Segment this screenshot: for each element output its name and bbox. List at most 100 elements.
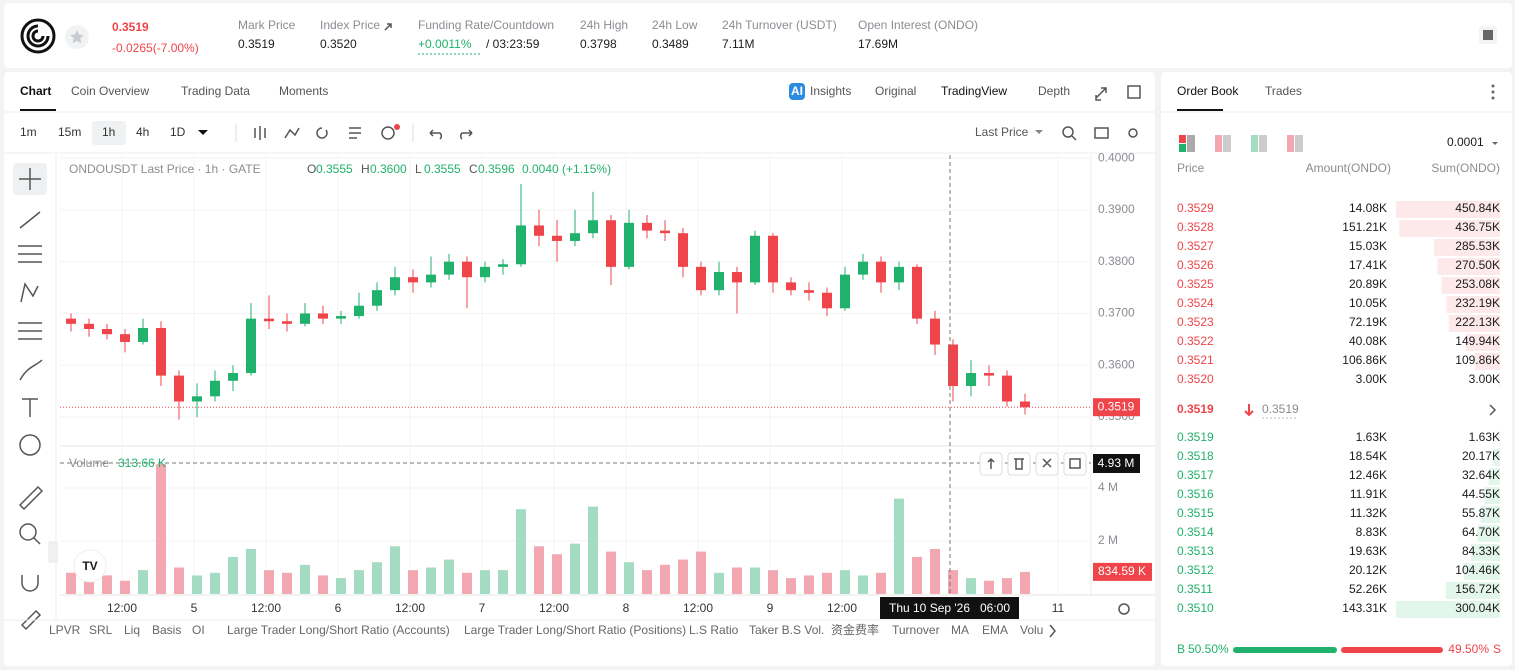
- settings-icon[interactable]: [1118, 603, 1130, 615]
- indicator[interactable]: EMA: [982, 623, 1008, 637]
- star-icon: [70, 30, 84, 44]
- candle-body: [515, 225, 526, 265]
- last-price-tag: [1093, 398, 1140, 417]
- row-amount: 1.63K: [1356, 430, 1387, 444]
- tab[interactable]: Trading Data: [181, 84, 250, 98]
- stat-label: 24h High: [580, 18, 628, 32]
- candle-body: [930, 318, 941, 345]
- chevron[interactable]: [1489, 404, 1497, 416]
- book-tab[interactable]: Order Book: [1177, 84, 1239, 98]
- interval[interactable]: 1h: [102, 125, 115, 139]
- book-mode-icons[interactable]: [1179, 135, 1303, 152]
- interval[interactable]: 15m: [58, 125, 81, 139]
- scroll-right[interactable]: [1049, 624, 1056, 638]
- row-price: 0.3521: [1177, 353, 1214, 367]
- candle-body: [696, 266, 707, 291]
- indicator[interactable]: Liq: [124, 623, 140, 637]
- x-tick-label: 8: [623, 601, 630, 615]
- candle-body: [948, 344, 959, 386]
- x-tick-label: 12:00: [251, 601, 281, 615]
- volume-bar: [353, 570, 364, 594]
- volume-bar: [660, 564, 671, 594]
- ai-badge: AI: [791, 84, 803, 98]
- collapse-handle[interactable]: [48, 541, 58, 563]
- tab[interactable]: Chart: [20, 84, 51, 98]
- indicator[interactable]: SRL: [89, 623, 113, 637]
- volume-bar: [65, 572, 76, 594]
- volume-bar: [119, 580, 130, 594]
- plot: [60, 155, 1090, 594]
- row-amount: 17.41K: [1349, 258, 1387, 272]
- indicator[interactable]: L.S Ratio: [689, 623, 739, 637]
- row-price: 0.3517: [1177, 468, 1214, 482]
- volume-bar: [317, 575, 328, 594]
- stat-value: +0.0011%: [418, 37, 472, 51]
- depth-bar: [1474, 353, 1500, 370]
- row-price: 0.3514: [1177, 525, 1214, 539]
- window-icon[interactable]: [1127, 85, 1141, 99]
- row-sum: 253.08K: [1455, 277, 1500, 291]
- candle-body: [461, 261, 472, 278]
- indicator[interactable]: Volu: [1020, 623, 1043, 637]
- candle-body: [876, 261, 887, 283]
- x-tick-label: 12:00: [683, 601, 713, 615]
- view-tab[interactable]: Original: [875, 84, 916, 98]
- indicator[interactable]: Taker B.S Vol.: [749, 623, 824, 637]
- price-source[interactable]: Last Price: [975, 125, 1029, 139]
- volume-bar: [515, 509, 526, 594]
- more-icon[interactable]: [1491, 84, 1495, 100]
- ohlc-key: H: [361, 162, 370, 176]
- depth-bar: [1437, 258, 1500, 275]
- indicator[interactable]: 资金费率: [831, 622, 879, 637]
- indicator[interactable]: Large Trader Long/Short Ratio (Positions…: [464, 623, 686, 637]
- buy-ratio: 50.50%: [1188, 642, 1229, 656]
- indicator[interactable]: Large Trader Long/Short Ratio (Accounts): [227, 623, 450, 637]
- row-price: 0.3513: [1177, 544, 1214, 558]
- row-price: 0.3528: [1177, 220, 1214, 234]
- candle-body: [588, 220, 599, 234]
- view-tab[interactable]: Insights: [810, 84, 851, 98]
- volume-bar: [425, 567, 436, 594]
- row-amount: 18.54K: [1349, 449, 1387, 463]
- view-tab[interactable]: Depth: [1038, 84, 1070, 98]
- indicator[interactable]: Turnover: [892, 623, 940, 637]
- fullscreen-icon[interactable]: [1095, 87, 1107, 101]
- candle-body: [606, 220, 617, 267]
- volume-bar: [786, 578, 797, 594]
- candle-body: [335, 316, 346, 319]
- candle-body: [191, 396, 202, 402]
- interval[interactable]: 1m: [20, 125, 37, 139]
- row-sum: 436.75K: [1455, 220, 1500, 234]
- crosshair-tools[interactable]: [979, 452, 1087, 476]
- row-sum: 55.87K: [1462, 506, 1500, 520]
- row-amount: 11.32K: [1350, 506, 1387, 520]
- tab[interactable]: Coin Overview: [71, 84, 149, 98]
- order-book: Order Book Trades 0.0001 Price Amount(ONDO) S…: [1177, 84, 1501, 656]
- candle-body: [858, 261, 869, 275]
- row-sum: 450.84K: [1455, 201, 1500, 215]
- row-price: 0.3523: [1177, 315, 1214, 329]
- mid-price: 0.3519: [1177, 402, 1214, 416]
- candle-body: [263, 318, 274, 322]
- candle-body: [966, 373, 977, 386]
- interval[interactable]: 4h: [136, 125, 149, 139]
- indicator[interactable]: LPVR: [49, 623, 81, 637]
- drawing-tools[interactable]: [18, 168, 44, 631]
- insights-icon: [789, 83, 805, 100]
- volume-bar: [696, 551, 707, 594]
- ohlc-key: C: [469, 162, 478, 176]
- candle-body: [371, 290, 382, 306]
- row-amount: 40.08K: [1349, 334, 1387, 348]
- y-tick-label: 0.3800: [1098, 254, 1135, 268]
- interval[interactable]: 1D: [170, 125, 186, 139]
- book-tab[interactable]: Trades: [1265, 84, 1302, 98]
- tab[interactable]: Moments: [279, 84, 328, 98]
- indicator[interactable]: MA: [951, 623, 969, 637]
- candle-body: [353, 305, 364, 317]
- volume-bar: [209, 572, 220, 594]
- view-tab[interactable]: TradingView: [941, 84, 1007, 98]
- indicator[interactable]: OI: [192, 623, 205, 637]
- candle-body: [570, 233, 580, 241]
- header-panel: [4, 3, 1512, 68]
- indicator[interactable]: Basis: [152, 623, 181, 637]
